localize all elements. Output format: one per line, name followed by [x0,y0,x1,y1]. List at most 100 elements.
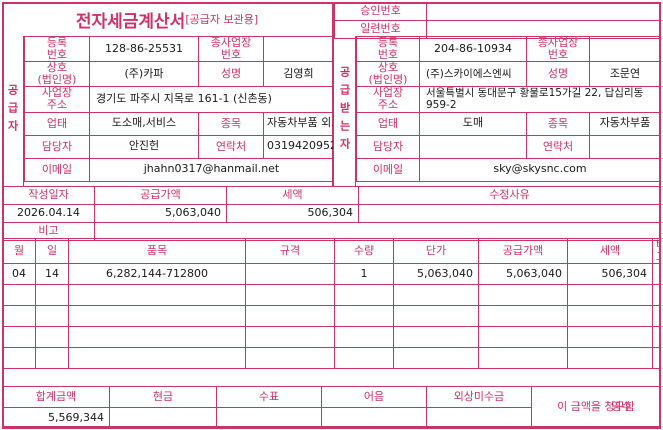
cell-day[interactable]: 14 [35,263,69,286]
supplier-manager-value[interactable]: 안진헌 [89,134,199,159]
col-item-header: 품목 [68,237,246,265]
cell-spec[interactable] [245,326,335,349]
cell-day[interactable] [35,305,69,328]
cell-spec[interactable] [245,284,335,307]
supply-amount-value[interactable]: 5,063,040 [94,204,227,223]
correction-reason-label: 수정사유 [358,186,661,205]
buyer-company-value[interactable]: (주)스카이에스엔씨 [419,61,527,88]
supplier-ceo-value[interactable]: 김영희 [263,61,334,88]
cell-qty[interactable] [334,326,394,349]
buyer-biz-type-value[interactable]: 도매 [419,111,527,136]
cell-note[interactable] [652,263,661,286]
cell-tax[interactable] [567,326,653,349]
items-header-row: 월 일 품목 규격 수량 단가 공급가액 세액 비고 [2,237,661,265]
cell-month[interactable] [2,326,36,349]
claim-statement: 이 금액을 청구함 영수 [531,386,661,429]
supplier-email-value[interactable]: jhahn0317@hanmail.net [89,157,334,182]
cell-month[interactable] [2,284,36,307]
col-tax-header: 세액 [567,237,653,265]
total-amount-label: 합계금액 [2,386,110,408]
approval-number-value[interactable] [426,2,661,21]
cell-day[interactable] [35,284,69,307]
buyer-reg-no-value[interactable]: 204-86-10934 [419,35,527,63]
col-qty-header: 수량 [334,237,394,265]
cell-month[interactable] [2,305,36,328]
cell-supply[interactable] [478,284,568,307]
buyer-sub-biz-no-value[interactable] [589,35,661,63]
supplier-contact-value[interactable]: 0319420952 [263,134,334,159]
cell-qty[interactable] [334,305,394,328]
check-value[interactable] [216,407,322,429]
cell-qty[interactable] [334,284,394,307]
cell-spec[interactable] [245,263,335,286]
cell-supply[interactable] [478,326,568,349]
cell-price[interactable]: 5,063,040 [393,263,479,286]
buyer-address-value[interactable]: 서울특별시 동대문구 황물로15가길 22, 답십리동 959-2 [419,86,661,113]
buyer-biz-type-label: 업태 [356,111,420,136]
promissory-value[interactable] [321,407,427,429]
cell-spec[interactable] [245,347,335,370]
supplier-biz-type-label: 업태 [24,111,90,136]
cell-price[interactable] [393,347,479,370]
buyer-manager-value[interactable] [419,134,527,159]
supplier-side-label-text: 공급자 [6,84,19,138]
receipt-overlay-text: 영수 [611,400,632,414]
supplier-address-value[interactable]: 경기도 파주시 지목로 161-1 (신촌동) [89,86,334,113]
buyer-biz-item-value[interactable]: 자동차부품 [589,111,661,136]
buyer-contact-label: 연락처 [526,134,590,159]
cell-note[interactable] [652,347,661,370]
page-title-sub: [공급자 보관용] [185,13,259,26]
col-supply-header: 공급가액 [478,237,568,265]
supplier-sub-biz-no-value[interactable] [263,35,334,63]
table-row [2,347,661,370]
cell-tax[interactable] [567,347,653,370]
credit-value[interactable] [426,407,532,429]
supplier-biz-item-label: 종목 [198,111,264,136]
cell-price[interactable] [393,305,479,328]
cell-tax[interactable]: 506,304 [567,263,653,286]
buyer-email-value[interactable]: sky@skysnc.com [419,157,661,182]
approval-block: 승인번호 일련번호 [334,2,661,39]
cell-supply[interactable] [478,305,568,328]
page-title: 전자세금계산서 [75,11,186,32]
cell-qty[interactable]: 1 [334,263,394,286]
supplier-reg-no-value[interactable]: 128-86-25531 [89,35,199,63]
issue-date-value[interactable]: 2026.04.14 [2,204,95,223]
buyer-company-label: 상호 (법인명) [356,61,420,88]
cell-item[interactable] [68,347,246,370]
correction-reason-value[interactable] [358,204,661,223]
supplier-company-value[interactable]: (주)카파 [89,61,199,88]
cell-tax[interactable] [567,284,653,307]
check-label: 수표 [216,386,322,408]
cell-supply[interactable]: 5,063,040 [478,263,568,286]
col-spec-header: 규격 [245,237,335,265]
buyer-contact-value[interactable] [589,134,661,159]
cell-qty[interactable] [334,347,394,370]
tax-amount-value[interactable]: 506,304 [226,204,359,223]
table-row [2,326,661,349]
supplier-biz-type-value[interactable]: 도소매,서비스 [89,111,199,136]
cell-note[interactable] [652,305,661,328]
cell-item[interactable] [68,284,246,307]
cash-value[interactable] [109,407,217,429]
cell-price[interactable] [393,284,479,307]
cell-day[interactable] [35,326,69,349]
cell-month[interactable]: 04 [2,263,36,286]
cell-note[interactable] [652,284,661,307]
cell-item[interactable] [68,326,246,349]
cell-spec[interactable] [245,305,335,328]
cell-month[interactable] [2,347,36,370]
cell-item[interactable]: 6,282,144-712800 [68,263,246,286]
supply-amount-label: 공급가액 [94,186,227,205]
supplier-biz-item-value[interactable]: 자동차부품 외… [263,111,334,136]
buyer-ceo-value[interactable]: 조문연 [589,61,661,88]
parties-section: 공급자 등록 번호 128-86-25531 종사업장 번호 [2,35,661,186]
cell-note[interactable] [652,326,661,349]
cell-supply[interactable] [478,347,568,370]
total-amount-value[interactable]: 5,569,344 [2,407,110,429]
cell-item[interactable] [68,305,246,328]
cell-day[interactable] [35,347,69,370]
cell-price[interactable] [393,326,479,349]
buyer-biz-item-label: 종목 [526,111,590,136]
cell-tax[interactable] [567,305,653,328]
